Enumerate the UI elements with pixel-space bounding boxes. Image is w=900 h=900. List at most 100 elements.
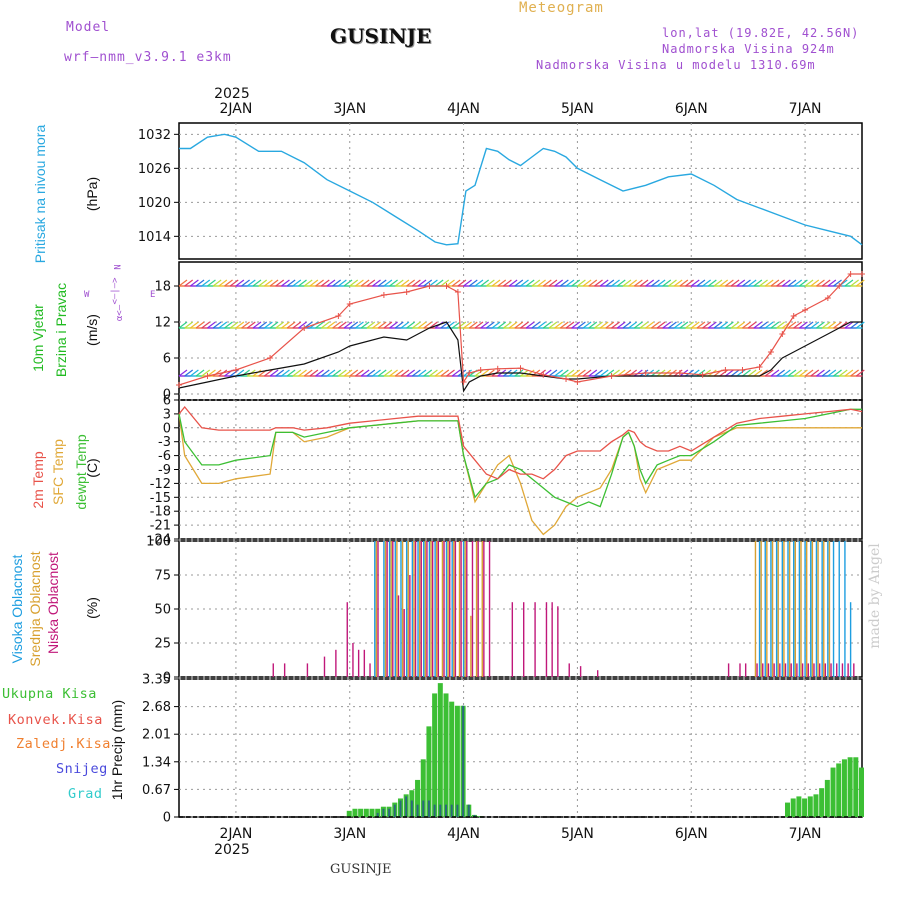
wind-barb (611, 279, 620, 287)
wind-barb (292, 321, 302, 329)
wind-barb (559, 321, 569, 329)
wind-barb (656, 279, 666, 287)
wind-barb (793, 279, 803, 287)
precip-snow-bar (376, 812, 379, 817)
precip-total-bar (813, 794, 819, 817)
wind-barb (571, 321, 581, 329)
wind-barb (554, 321, 564, 329)
wind-barb (611, 321, 620, 329)
precip-panel-frame (178, 678, 863, 818)
wind-barb (764, 279, 774, 287)
wind-barb (235, 321, 245, 329)
wind-barb (429, 369, 438, 377)
wind-barb (736, 369, 746, 377)
wind-barb (588, 369, 598, 377)
wind-barb (372, 279, 381, 287)
wind-barb (793, 321, 803, 329)
precip-snow-bar (382, 808, 385, 817)
wind-barb (269, 279, 279, 287)
day-label-bottom-2: 4JAN (447, 826, 480, 842)
wind-barb (713, 321, 723, 329)
precip-ytick-label-5: 0 (163, 811, 171, 826)
precip-total-bar (420, 759, 426, 817)
precip-snow-bar (462, 705, 465, 817)
wind-barb (229, 321, 239, 329)
wind-ytick-label-3: 0 (163, 388, 171, 403)
temp-ytick-label-1: 3 (163, 407, 171, 422)
wind-barb (468, 321, 478, 329)
wind-barb (520, 321, 529, 329)
precip-snow-bar (427, 800, 430, 817)
compass-w: W (84, 290, 90, 300)
wind-barb (850, 279, 859, 287)
wind-barb (588, 321, 598, 329)
wind-barb (394, 321, 404, 329)
wind-barb (804, 279, 814, 287)
compass-e: E (150, 290, 156, 300)
wind-barb (178, 321, 188, 329)
wind-barb (639, 279, 649, 287)
wind-barb (269, 369, 279, 377)
wind-barb (190, 369, 199, 377)
wind-barb (810, 279, 820, 287)
wind-barb (372, 321, 381, 329)
wind-ytick-label-1: 12 (154, 316, 171, 331)
wind-barb (275, 279, 285, 287)
wind-barb (844, 321, 854, 329)
wind-barb (252, 321, 262, 329)
wind-barb (577, 279, 586, 287)
precip-snow-bar (439, 804, 442, 817)
wind-barb (736, 321, 746, 329)
wind-barb (457, 321, 467, 329)
wind-barb (264, 321, 273, 329)
wind-barb (594, 369, 603, 377)
precip-ytick-label-2: 2.01 (142, 728, 171, 743)
wind-barb (190, 321, 199, 329)
wind-barb (668, 279, 677, 287)
wind-barb (605, 369, 615, 377)
wind-barb (446, 321, 455, 329)
wind-barb (770, 369, 780, 377)
wind-barb (582, 321, 592, 329)
wind-barb (639, 321, 649, 329)
coords-label: lon,lat (19.82E, 42.56N) (662, 26, 860, 40)
precip-snow-bar (388, 808, 391, 817)
wind-barb (303, 279, 313, 287)
wind-barb (446, 279, 455, 287)
wind-barb (184, 321, 194, 329)
wind-barb (514, 279, 524, 287)
precip-ytick-label-1: 2.68 (142, 700, 171, 715)
wind-barb (787, 321, 797, 329)
wind-barb (810, 369, 820, 377)
wind-barb (685, 321, 694, 329)
temp-ytick-label-7: -15 (150, 491, 171, 506)
wind-barb (451, 321, 461, 329)
wind-barb (485, 279, 495, 287)
temp-ytick-label-8: -18 (150, 505, 171, 520)
wind-barb (548, 369, 558, 377)
wind-barb (235, 279, 245, 287)
wind-barb (360, 369, 370, 377)
wind-barb (497, 279, 507, 287)
wind-barb (400, 279, 410, 287)
wind-barb (781, 279, 791, 287)
wind-barb (725, 369, 734, 377)
wind-barb (787, 279, 797, 287)
wind-barb (292, 369, 302, 377)
wind-barb (565, 369, 575, 377)
precip-total-bar (824, 779, 830, 817)
wind-barb (633, 279, 643, 287)
legend-frz-rain: Zaledj.Kisa (16, 736, 111, 752)
temp-ytick-label-3: -3 (158, 435, 171, 450)
wind-barb (799, 321, 808, 329)
precip-total-bar (847, 757, 853, 817)
wind-barb (366, 321, 376, 329)
wind-barb (537, 321, 546, 329)
wind-barb (696, 321, 706, 329)
wind-barb (730, 321, 740, 329)
wind-barb (434, 279, 444, 287)
precip-snow-bar (467, 804, 470, 817)
pressure-ytick-label-3: 1014 (138, 230, 171, 245)
day-label-top-2: 4JAN (447, 101, 480, 117)
t2m-temp-line (178, 405, 863, 480)
